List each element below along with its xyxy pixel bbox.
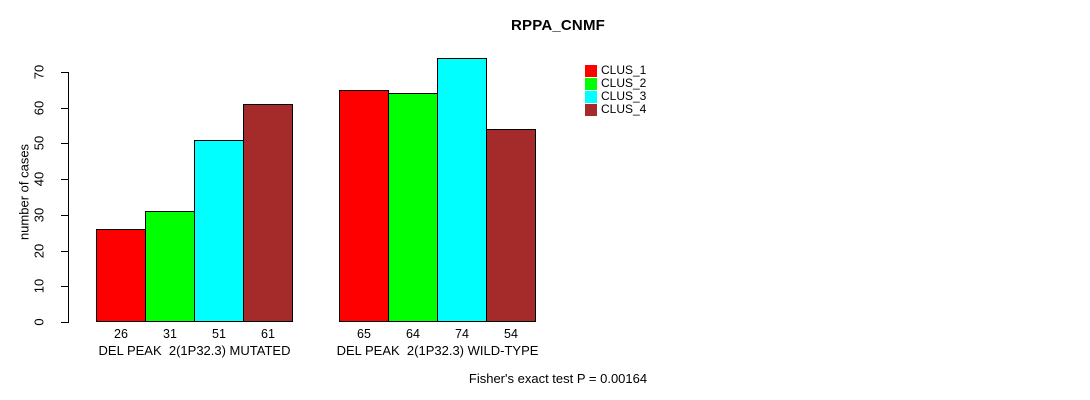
bar-value-label: 31 (163, 327, 177, 341)
bar-value-label: 64 (406, 327, 420, 341)
legend-item: CLUS_1 (585, 64, 646, 77)
bar-CLUS_1 (339, 89, 389, 322)
chart-title: RPPA_CNMF (510, 17, 606, 34)
bar-CLUS_2 (145, 211, 195, 322)
legend-label: CLUS_3 (601, 89, 647, 103)
legend-label: CLUS_2 (601, 76, 647, 90)
y-tick-label: 50 (31, 136, 47, 151)
bar-CLUS_4 (486, 129, 536, 322)
legend-label: CLUS_1 (601, 63, 647, 77)
y-tick-label: 60 (31, 100, 47, 115)
legend-item: CLUS_4 (585, 103, 646, 116)
bar-value-label: 26 (114, 327, 128, 341)
bar-CLUS_3 (437, 57, 487, 322)
y-axis-label: number of cases (16, 143, 32, 241)
y-tick-label: 0 (31, 318, 47, 326)
y-tick-label: 20 (31, 243, 47, 258)
bar-CLUS_4 (243, 104, 293, 322)
y-tick-label: 10 (31, 279, 47, 294)
legend-swatch-CLUS_1 (585, 64, 597, 77)
legend-label: CLUS_4 (601, 102, 647, 116)
bar-value-label: 51 (212, 327, 226, 341)
y-axis-line (68, 72, 69, 323)
bar-CLUS_3 (194, 139, 244, 322)
y-tick (61, 250, 68, 252)
y-tick (61, 179, 68, 181)
bar-value-label: 74 (455, 327, 469, 341)
legend: CLUS_1 CLUS_2 CLUS_3 CLUS_4 (585, 64, 646, 116)
legend-item: CLUS_2 (585, 77, 646, 90)
group-label: DEL PEAK 2(1P32.3) MUTATED (98, 343, 291, 358)
bar-value-label: 54 (504, 327, 518, 341)
bar-CLUS_1 (96, 229, 146, 322)
legend-swatch-CLUS_4 (585, 103, 597, 116)
bar-CLUS_2 (388, 93, 438, 322)
y-tick-label: 30 (31, 207, 47, 223)
y-tick-label: 40 (31, 171, 47, 187)
legend-item: CLUS_3 (585, 90, 646, 103)
y-tick (61, 286, 68, 288)
y-tick (61, 72, 68, 73)
legend-swatch-CLUS_3 (585, 90, 597, 103)
y-tick-label: 70 (31, 64, 47, 80)
y-tick (61, 143, 68, 145)
y-tick (61, 214, 68, 216)
legend-swatch-CLUS_2 (585, 77, 597, 90)
fisher-test-note: Fisher's exact test P = 0.00164 (468, 371, 648, 386)
group-label: DEL PEAK 2(1P32.3) WILD-TYPE (336, 343, 539, 358)
y-tick (61, 322, 68, 323)
bar-value-label: 61 (261, 327, 275, 341)
y-tick (61, 107, 68, 109)
bar-value-label: 65 (357, 327, 371, 341)
